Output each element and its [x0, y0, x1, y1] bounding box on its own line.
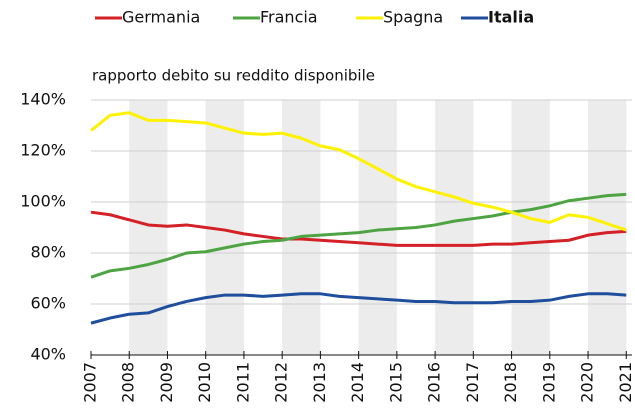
x-tick-label: 2019	[539, 362, 558, 403]
legend-label: Francia	[260, 8, 318, 27]
x-tick-label: 2009	[157, 362, 176, 403]
lines	[90, 111, 627, 325]
x-tick-label: 2016	[425, 362, 444, 403]
axes: 40% 60% 80% 100% 120% 140% 2007 2008 2009 2010 201…	[20, 90, 635, 403]
year-band	[358, 100, 397, 355]
series-line	[90, 192, 627, 279]
x-tick-label: 2007	[81, 362, 100, 403]
x-tick-label: 2011	[233, 362, 252, 403]
year-bands	[129, 100, 627, 355]
subtitle: rapporto debito su reddito disponibile	[92, 67, 375, 85]
x-tick-label: 2020	[578, 362, 597, 403]
x-tick-label: 2015	[386, 362, 405, 403]
legend-label: Italia	[488, 8, 534, 27]
series-line	[90, 111, 627, 232]
year-band	[435, 100, 474, 355]
series-line	[90, 210, 627, 247]
y-tick-label: 120%	[20, 141, 66, 160]
legend-label: Spagna	[383, 8, 443, 27]
series-line	[90, 292, 627, 325]
year-band	[511, 100, 550, 355]
legend-label: Germania	[122, 8, 200, 27]
y-tick-label: 100%	[20, 192, 66, 211]
y-tick-label: 40%	[30, 345, 66, 364]
x-tick-label: 2012	[272, 362, 291, 403]
x-tick-label: 2014	[348, 362, 367, 403]
x-tick-label: 2018	[501, 362, 520, 403]
year-band	[129, 100, 168, 355]
x-tick-label: 2021	[616, 362, 635, 403]
x-tick-label: 2008	[119, 362, 138, 403]
y-tick-label: 60%	[30, 294, 66, 313]
y-tick-label: 140%	[20, 90, 66, 109]
y-tick-label: 80%	[30, 243, 66, 262]
x-tick-label: 2017	[463, 362, 482, 403]
x-tick-label: 2010	[195, 362, 214, 403]
x-tick-label: 2013	[310, 362, 329, 403]
